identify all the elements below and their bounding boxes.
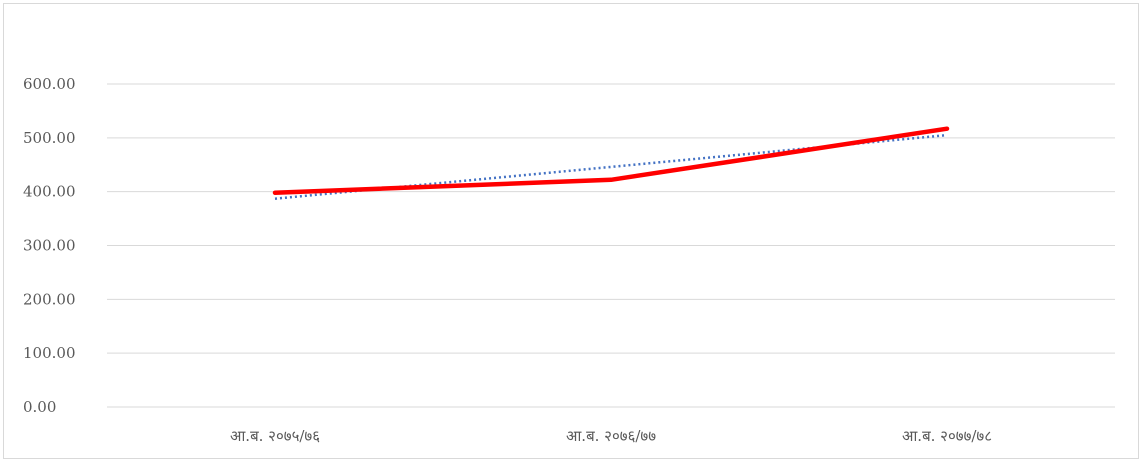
grid-lines: [107, 83, 1115, 408]
y-axis-tick-labels: 0.00 100.00 200.00 300.00 400.00 500.00 600.00: [23, 75, 76, 416]
series-lines: [272, 126, 950, 200]
x-tick-label: आ.ब. २०७७/७८: [902, 427, 992, 445]
x-tick-label: आ.ब. २०७६/७७: [566, 427, 656, 445]
series-line-solid: [272, 126, 950, 195]
x-axis-tick-labels: आ.ब. २०७५/७६ आ.ब. २०७६/७७ आ.ब. २०७७/७८: [230, 427, 992, 445]
y-tick-label: 200.00: [23, 290, 76, 308]
y-tick-label: 0.00: [23, 398, 56, 416]
x-tick-label: आ.ब. २०७५/७६: [230, 427, 320, 445]
y-tick-label: 400.00: [23, 183, 76, 201]
y-tick-label: 600.00: [23, 75, 76, 93]
chart-frame: [3, 3, 1139, 459]
y-tick-label: 100.00: [23, 344, 76, 362]
y-tick-label: 500.00: [23, 129, 76, 147]
y-tick-label: 300.00: [23, 237, 76, 255]
